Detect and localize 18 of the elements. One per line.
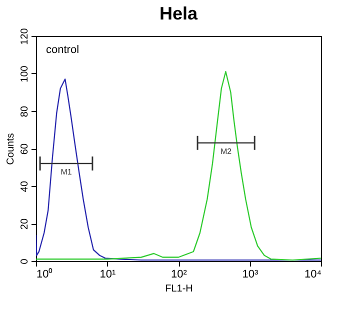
y-tick-label: 60: [20, 143, 30, 155]
x-tick-label: 10²: [171, 268, 188, 280]
x-tick-label: 10¹: [100, 268, 116, 280]
y-tick-label: 120: [20, 28, 30, 45]
y-tick-label: 40: [20, 180, 30, 192]
y-axis-title: Counts: [6, 133, 16, 165]
x-tick-label: 10⁴: [304, 268, 322, 280]
series-label: M1: [60, 168, 72, 176]
annotation: control: [46, 44, 80, 56]
x-tick-label: 10⁰: [36, 268, 53, 280]
y-tick-label: 20: [20, 218, 30, 230]
y-tick-label: 100: [20, 65, 30, 82]
x-tick-label: 10³: [242, 268, 259, 280]
series-label: M2: [220, 146, 232, 156]
y-tick-label: 0: [20, 258, 30, 264]
y-tick-label: 80: [20, 106, 30, 118]
x-axis-title: FL1-H: [165, 284, 193, 294]
chart-title: Hela: [159, 4, 198, 24]
